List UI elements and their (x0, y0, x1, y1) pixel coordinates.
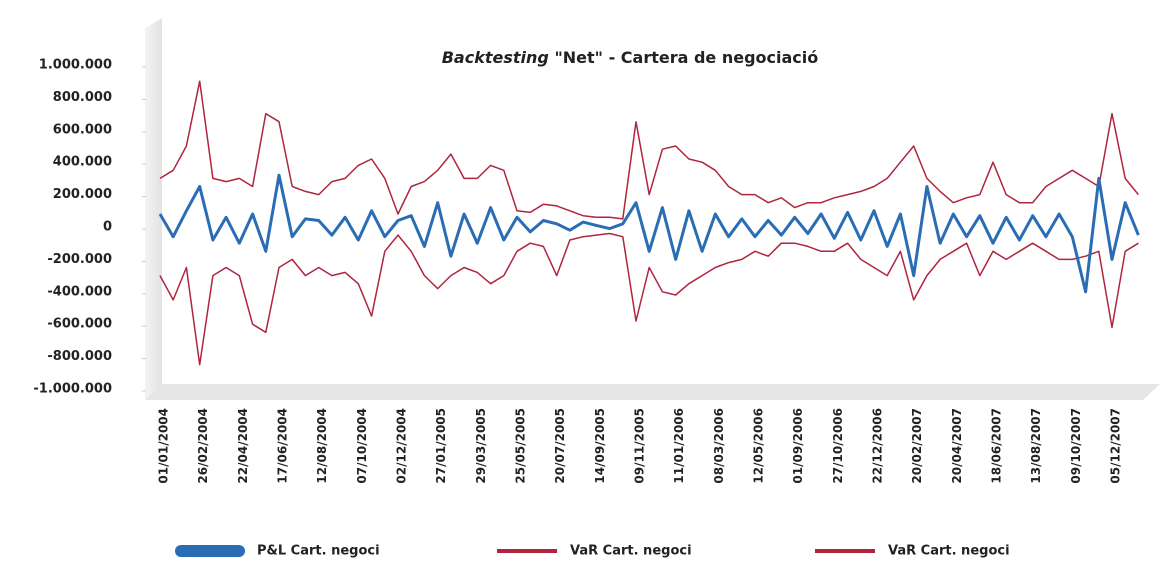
x-tick-label: 12/05/2006 (752, 408, 766, 484)
y-tick-label: -800.000 (47, 349, 112, 364)
x-tick-label: 12/08/2004 (315, 408, 329, 484)
x-tick-label: 22/12/2006 (871, 408, 885, 484)
plot-wall (145, 18, 162, 400)
series-line (159, 80, 1139, 220)
x-tick-label: 20/04/2007 (950, 408, 964, 484)
x-tick-label: 27/01/2005 (434, 408, 448, 484)
x-tick-label: 07/10/2004 (355, 408, 369, 484)
y-tick-label: -600.000 (47, 317, 112, 332)
legend-label: VaR Cart. negoci (570, 544, 692, 559)
x-tick-label: 01/01/2004 (157, 408, 171, 484)
chart-title: Backtesting "Net" - Cartera de negociaci… (442, 48, 819, 67)
x-tick-label: 09/10/2007 (1069, 408, 1083, 484)
x-tick-label: 26/02/2004 (196, 408, 210, 484)
y-tick-label: 0 (103, 220, 112, 235)
x-tick-label: 29/03/2005 (474, 408, 488, 484)
legend: P&L Cart. negoci VaR Cart. negoci VaR Cart… (175, 544, 1010, 559)
legend-label: P&L Cart. negoci (257, 544, 380, 559)
y-tick-label: 400.000 (53, 155, 112, 170)
y-tick-label: 800.000 (53, 90, 112, 105)
x-tick-label: 01/09/2006 (791, 408, 805, 484)
x-tick-label: 08/03/2006 (712, 408, 726, 484)
x-tick-label: 20/07/2005 (553, 408, 567, 484)
plot-floor (145, 384, 1160, 400)
plot-area (142, 66, 1140, 392)
y-tick-label: -400.000 (47, 284, 112, 299)
x-tick-label: 17/06/2004 (276, 408, 290, 484)
x-tick-label: 05/12/2007 (1109, 408, 1123, 484)
y-tick-label: 1.000.000 (39, 58, 112, 73)
y-tick-label: -200.000 (47, 252, 112, 267)
x-tick-label: 27/10/2006 (831, 408, 845, 484)
y-tick-label: 600.000 (53, 122, 112, 137)
x-tick-label: 22/04/2004 (236, 408, 250, 484)
x-tick-label: 13/08/2007 (1029, 408, 1043, 484)
legend-swatch (175, 545, 245, 557)
y-tick-label: 200.000 (53, 187, 112, 202)
y-tick-label: -1.000.000 (33, 382, 112, 397)
legend-label: VaR Cart. negoci (888, 544, 1010, 559)
x-tick-label: 25/05/2005 (514, 408, 528, 484)
x-tick-label: 02/12/2004 (395, 408, 409, 484)
series-line (159, 232, 1139, 366)
x-tick-label: 09/11/2005 (633, 408, 647, 484)
x-tick-label: 20/02/2007 (910, 408, 924, 484)
x-tick-label: 18/06/2007 (990, 408, 1004, 484)
x-tick-label: 11/01/2006 (672, 408, 686, 484)
x-tick-label: 14/09/2005 (593, 408, 607, 484)
series-line (158, 173, 1140, 294)
